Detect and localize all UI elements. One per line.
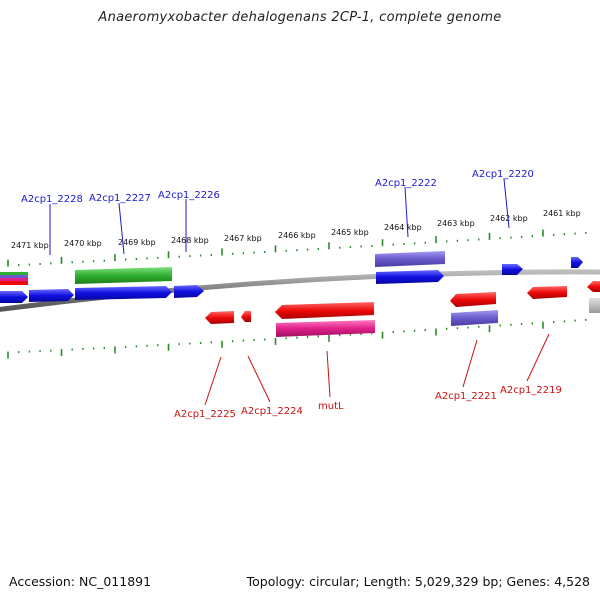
- scale-label: 2462 kbp: [490, 214, 528, 223]
- gene-purple-feature[interactable]: [375, 251, 445, 267]
- gene-label-a2cp1-2226[interactable]: A2cp1_2226: [158, 190, 220, 201]
- gene-label-a2cp1-2225[interactable]: A2cp1_2225: [174, 409, 236, 420]
- gene-arrow-reverse[interactable]: [205, 311, 234, 324]
- gene-arrow-forward[interactable]: [571, 257, 583, 268]
- gene-label-a2cp1-2222[interactable]: A2cp1_2222: [375, 178, 437, 189]
- forward-outer-track: [75, 251, 445, 284]
- gene-arrow-forward[interactable]: [502, 264, 523, 275]
- gene-arrow-reverse[interactable]: [275, 302, 374, 319]
- scale-label: 2469 kbp: [118, 238, 156, 247]
- gene-label-a2cp1-2224[interactable]: A2cp1_2224: [241, 406, 303, 417]
- scale-ticks-reverse: [7, 318, 587, 359]
- scale-label: 2465 kbp: [331, 228, 369, 237]
- scale-ticks-forward: [7, 229, 587, 267]
- gene-label-a2cp1-2228[interactable]: A2cp1_2228: [21, 194, 83, 205]
- accession-text: Accession: NC_011891: [9, 574, 152, 589]
- gene-label-mutl[interactable]: mutL: [318, 401, 344, 412]
- gene-label-a2cp1-2227[interactable]: A2cp1_2227: [89, 193, 151, 204]
- reverse-inner-track: [276, 298, 600, 337]
- gene-purple-feature[interactable]: [451, 310, 498, 326]
- edge-feature-stack[interactable]: [0, 272, 28, 285]
- reverse-gene-labels: A2cp1_2225 A2cp1_2224 mutL A2cp1_2221 A2…: [174, 385, 562, 420]
- gene-gray-feature[interactable]: [589, 298, 600, 313]
- gene-arrow-reverse[interactable]: [587, 281, 600, 292]
- forward-label-leaders: [49, 178, 510, 255]
- scale-label: 2464 kbp: [384, 223, 422, 232]
- gene-arrow-forward[interactable]: [174, 285, 204, 298]
- reverse-label-leaders: [204, 333, 550, 406]
- gene-arrow-forward[interactable]: [75, 286, 172, 300]
- scale-labels: 2471 kbp 2470 kbp 2469 kbp 2468 kbp 2467…: [11, 209, 581, 250]
- gene-arrow-forward[interactable]: [376, 270, 444, 284]
- gene-pink-feature[interactable]: [276, 320, 375, 337]
- gene-label-a2cp1-2221[interactable]: A2cp1_2221: [435, 391, 497, 402]
- gene-arrow-reverse[interactable]: [241, 311, 251, 322]
- reverse-genes-track: [205, 281, 600, 324]
- forward-genes-track: [0, 257, 583, 303]
- scale-label: 2470 kbp: [64, 239, 102, 248]
- genome-title: Anaeromyxobacter dehalogenans 2CP-1, com…: [98, 10, 502, 25]
- gene-arrow-reverse[interactable]: [450, 292, 496, 307]
- forward-gene-labels: A2cp1_2228 A2cp1_2227 A2cp1_2226 A2cp1_2…: [21, 169, 534, 205]
- gene-arrow-reverse[interactable]: [527, 286, 567, 299]
- scale-label: 2463 kbp: [437, 219, 475, 228]
- scale-label: 2468 kbp: [171, 236, 209, 245]
- gene-label-a2cp1-2219[interactable]: A2cp1_2219: [500, 385, 562, 396]
- scale-label: 2461 kbp: [543, 209, 581, 218]
- topology-text: Topology: circular; Length: 5,029,329 bp…: [246, 574, 590, 589]
- gene-green-feature[interactable]: [75, 267, 172, 284]
- gene-arrow-forward[interactable]: [29, 289, 74, 302]
- scale-label: 2466 kbp: [278, 231, 316, 240]
- gene-label-a2cp1-2220[interactable]: A2cp1_2220: [472, 169, 534, 180]
- scale-label: 2471 kbp: [11, 241, 49, 250]
- gene-arrow-forward[interactable]: [0, 291, 28, 303]
- scale-label: 2467 kbp: [224, 234, 262, 243]
